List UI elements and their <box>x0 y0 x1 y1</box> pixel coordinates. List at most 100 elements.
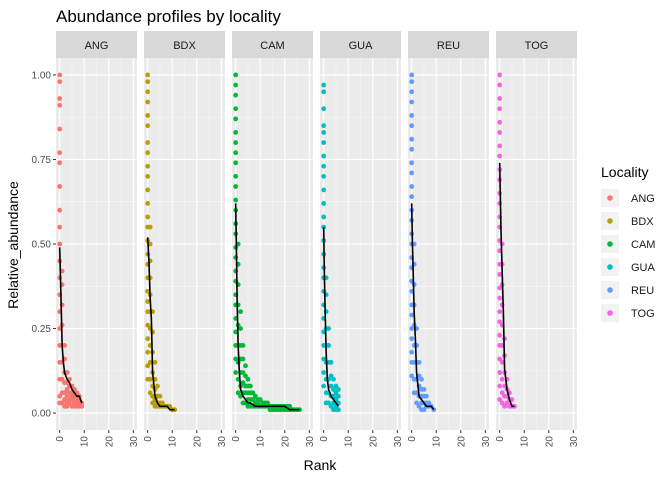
data-point <box>321 370 327 375</box>
data-point <box>240 343 246 348</box>
data-point <box>145 214 151 220</box>
data-point <box>233 150 239 156</box>
data-point <box>147 224 153 230</box>
data-point <box>145 79 151 85</box>
facet-panel-reu: REU 0 10 20 30 <box>407 31 492 447</box>
data-point <box>57 150 63 156</box>
data-point <box>160 400 165 406</box>
data-point <box>150 400 155 406</box>
data-point <box>145 288 151 294</box>
legend-item-tog: TOG <box>601 304 655 322</box>
chart-title: Abundance profiles by locality <box>56 7 281 26</box>
facet-panel-tog: TOG 0 10 20 30 <box>495 31 580 447</box>
y-tick-label: 1.00 <box>32 70 52 81</box>
x-tick-label: 20 <box>368 436 379 448</box>
data-point <box>321 187 327 193</box>
data-point <box>287 403 293 409</box>
data-point <box>321 173 327 179</box>
data-point <box>57 96 63 101</box>
data-point <box>62 397 67 402</box>
facet-panel-bdx: BDX 0 10 20 30 <box>143 31 228 447</box>
data-point <box>497 106 503 112</box>
data-point <box>59 376 65 382</box>
data-point <box>497 130 503 135</box>
data-point <box>497 272 503 277</box>
x-tick-label: 0 <box>319 436 330 442</box>
data-point <box>497 383 503 389</box>
data-point <box>409 349 415 355</box>
data-point <box>321 153 327 159</box>
x-tick-label: 0 <box>143 436 154 442</box>
data-point <box>499 376 505 382</box>
legend-marker <box>607 218 613 224</box>
facet-strip <box>56 31 137 58</box>
data-point <box>172 407 178 413</box>
legend-item-reu: REU <box>601 281 654 299</box>
mean-profile-line <box>322 227 340 407</box>
legend-label: GUA <box>631 262 656 274</box>
data-point <box>233 356 239 362</box>
data-point <box>57 79 63 85</box>
data-point <box>497 285 503 291</box>
data-point <box>409 312 415 318</box>
data-point <box>145 187 151 193</box>
data-point <box>233 370 239 375</box>
data-point <box>145 173 151 179</box>
mean-profile-line <box>410 203 435 411</box>
data-point <box>233 173 239 179</box>
data-point <box>79 403 85 409</box>
x-tick-label: 0 <box>495 436 506 442</box>
data-point <box>233 184 239 189</box>
data-point <box>409 373 415 379</box>
x-axis-label: Rank <box>304 457 338 473</box>
facet-strip <box>408 31 489 58</box>
data-point <box>67 400 72 406</box>
data-point <box>147 241 153 247</box>
y-tick-label: 0.00 <box>32 409 52 420</box>
data-point <box>145 349 151 355</box>
data-point <box>257 397 263 402</box>
mean-profile-line <box>146 237 175 411</box>
data-point <box>409 113 415 118</box>
legend-item-cam: CAM <box>601 235 655 253</box>
data-point <box>321 123 327 129</box>
data-point <box>145 140 151 145</box>
x-tick-label: 10 <box>432 436 443 448</box>
data-point <box>497 295 503 301</box>
data-point <box>238 326 243 331</box>
data-point <box>502 403 507 409</box>
data-point <box>265 400 270 406</box>
data-point <box>57 224 63 230</box>
data-point <box>240 356 246 362</box>
data-point <box>497 319 503 325</box>
legend-label: CAM <box>631 239 655 251</box>
data-point <box>252 393 258 399</box>
data-point <box>157 393 163 399</box>
data-point <box>145 99 151 105</box>
data-point <box>321 89 327 95</box>
data-point <box>57 184 63 189</box>
facet-strip <box>320 31 401 58</box>
data-point <box>326 400 331 406</box>
x-tick-label: 20 <box>192 436 203 448</box>
facet-strip <box>496 31 577 58</box>
x-tick-label: 30 <box>305 436 316 448</box>
facet-panel-gua: GUA 0 10 20 30 <box>319 31 404 447</box>
facet-panels: ANG 0 10 20 30 BDX 0 10 20 30 CAM 0 10 20 30 GUA 0 10 20 30… <box>32 31 580 447</box>
data-point <box>235 390 241 396</box>
data-point <box>409 99 415 105</box>
data-point <box>57 102 63 108</box>
data-point <box>62 343 67 348</box>
data-point <box>499 390 505 396</box>
data-point <box>497 153 503 159</box>
data-point <box>233 130 239 135</box>
data-point <box>233 197 239 203</box>
data-point <box>497 143 503 149</box>
legend-marker <box>607 287 613 293</box>
mean-profile-line <box>58 247 83 404</box>
data-point <box>145 163 151 169</box>
data-point <box>64 393 70 399</box>
x-tick-label: 20 <box>456 436 467 448</box>
data-point <box>421 407 427 413</box>
data-point <box>331 387 336 392</box>
